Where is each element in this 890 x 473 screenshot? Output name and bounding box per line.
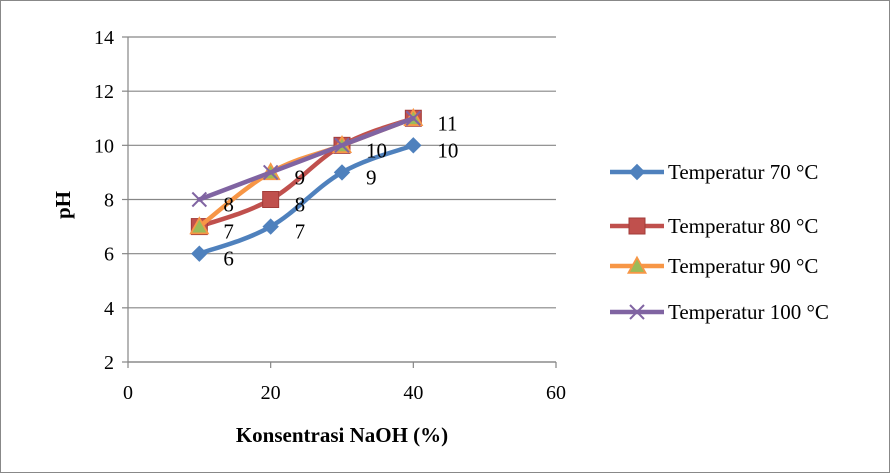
x-marker-stroke	[334, 137, 350, 154]
data-label: 11	[437, 111, 457, 135]
legend-label: Temperatur 80 °C	[668, 214, 818, 238]
data-point	[262, 164, 279, 181]
data-label: 7	[295, 220, 306, 244]
x-marker-stroke	[191, 191, 208, 208]
data-point	[262, 191, 280, 208]
y-tick-label: 14	[94, 27, 114, 49]
series-4	[191, 110, 422, 208]
y-tick-label: 12	[94, 81, 114, 103]
legend-marker	[629, 304, 645, 320]
y-tick-label: 10	[94, 135, 114, 157]
data-label: 10	[437, 138, 458, 162]
x-tick-label: 40	[403, 382, 423, 404]
data-point	[405, 137, 422, 154]
legend-entry-4: Temperatur 100 °C	[610, 300, 829, 324]
legend-label: Temperatur 90 °C	[668, 254, 818, 278]
y-axis-title: pH	[51, 191, 75, 219]
legend-marker	[628, 163, 646, 181]
x-tick-label: 0	[123, 382, 133, 404]
legend-entry-2: Temperatur 80 °C	[610, 214, 818, 238]
legend-marker	[628, 217, 646, 235]
legend-label: Temperatur 100 °C	[668, 300, 829, 324]
legend-label: Temperatur 70 °C	[668, 160, 818, 184]
data-point	[262, 218, 279, 235]
data-point	[405, 110, 422, 126]
data-label: 9	[366, 165, 377, 189]
series-line	[197, 143, 416, 256]
x-tick-label: 60	[546, 382, 566, 404]
y-tick-label: 8	[104, 190, 114, 212]
data-point	[333, 164, 351, 181]
data-label: 7	[223, 220, 234, 244]
data-label: 6	[223, 247, 234, 271]
y-tick-label: 6	[104, 244, 114, 266]
y-tick-label: 4	[104, 298, 114, 320]
series-1	[191, 137, 422, 262]
data-point	[191, 191, 208, 208]
data-point	[334, 137, 350, 154]
data-label: 8	[295, 193, 306, 217]
x-marker-stroke	[629, 304, 645, 320]
legend: Temperatur 70 °C Temperatur 80 °C Temperat…	[610, 160, 829, 324]
series-layer	[189, 107, 424, 262]
data-label: 10	[366, 138, 387, 162]
x-marker-stroke	[262, 164, 279, 181]
x-axis-title: Konsentrasi NaOH (%)	[236, 423, 448, 447]
x-tick-label: 20	[261, 382, 281, 404]
legend-entry-1: Temperatur 70 °C	[610, 160, 818, 184]
data-labels: 6 7 9 10 7 8 9 10 11 8	[223, 111, 458, 270]
series-line	[197, 116, 416, 202]
axes: 2 4 6 8 10 12 14 0 20 40 60	[94, 27, 566, 404]
legend-entry-3: Temperatur 90 °C	[610, 254, 818, 278]
data-point	[189, 216, 210, 235]
data-label: 8	[223, 193, 234, 217]
data-label: 9	[295, 165, 306, 189]
y-tick-label: 2	[104, 352, 114, 374]
data-point	[191, 245, 208, 262]
legend-marker	[626, 255, 648, 274]
x-marker-stroke	[405, 110, 422, 126]
